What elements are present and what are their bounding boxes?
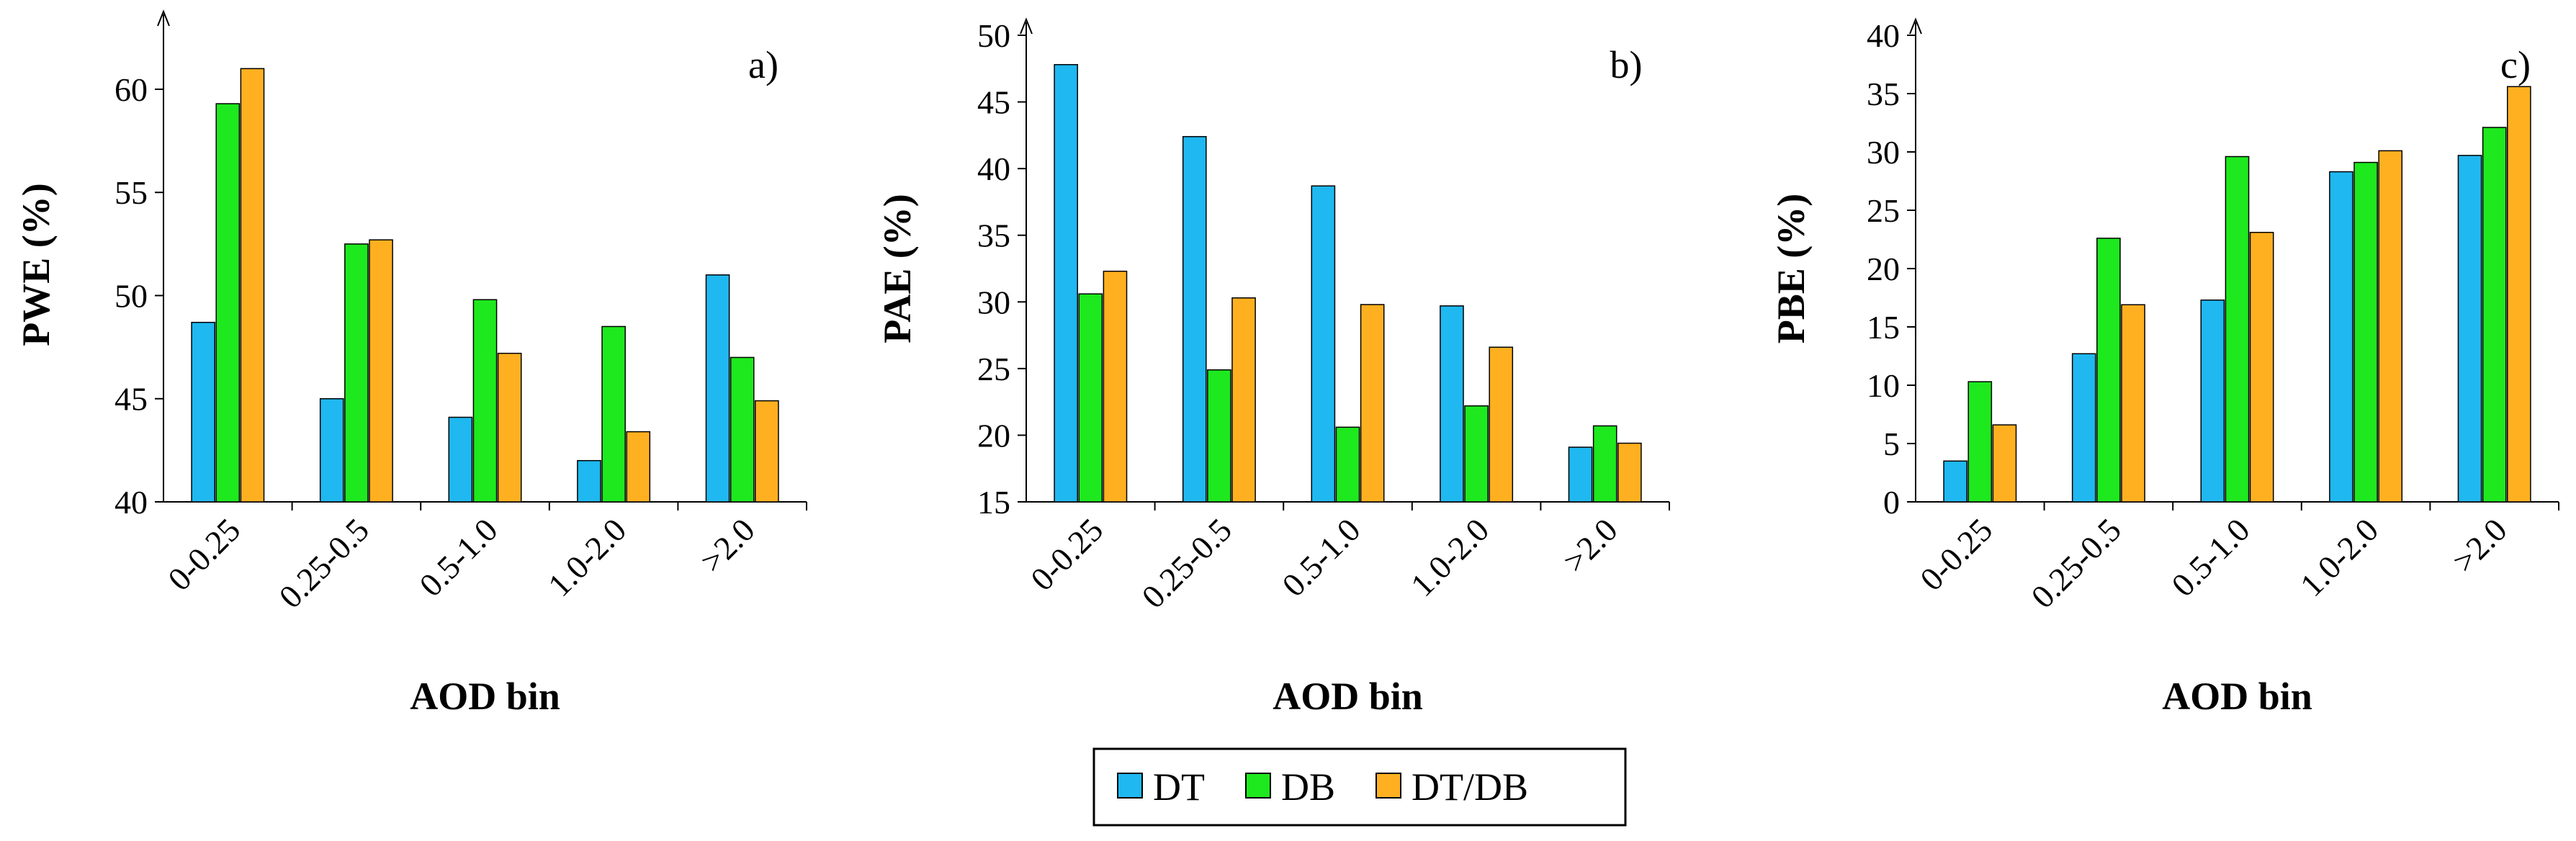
bar-b-DTDB-3 bbox=[1489, 346, 1514, 503]
bar-b-DB-4 bbox=[1592, 425, 1617, 503]
bar-b-DB-1 bbox=[1207, 369, 1231, 503]
bar-b-DB-3 bbox=[1464, 405, 1489, 503]
x-axis-label-c: AOD bin bbox=[2162, 675, 2312, 718]
y-axis-label-a: PWE (%) bbox=[14, 183, 58, 346]
y-tick-label-c: 15 bbox=[1867, 309, 1900, 346]
y-tick-label-b: 35 bbox=[977, 217, 1010, 254]
bar-b-DT-1 bbox=[1182, 135, 1207, 503]
bar-b-DTDB-4 bbox=[1617, 442, 1642, 503]
bar-b-DT-2 bbox=[1311, 185, 1336, 503]
y-tick-label-a: 60 bbox=[115, 71, 148, 108]
bar-a-DTDB-1 bbox=[369, 239, 393, 503]
panel-label-c: c) bbox=[2500, 43, 2531, 86]
y-axis-label-b: PAE (%) bbox=[876, 194, 919, 343]
y-tick-label-c: 5 bbox=[1883, 426, 1900, 462]
bar-a-DT-0 bbox=[191, 321, 215, 503]
bar-a-DB-3 bbox=[601, 325, 626, 503]
y-tick-label-c: 10 bbox=[1867, 367, 1900, 404]
legend: DT DB DT/DB bbox=[1092, 747, 1627, 827]
y-tick-label-b: 15 bbox=[977, 484, 1010, 521]
legend-label-db: DB bbox=[1281, 765, 1335, 809]
y-tick-label-a: 50 bbox=[115, 277, 148, 314]
bar-a-DB-1 bbox=[344, 243, 369, 503]
bar-c-DTDB-4 bbox=[2507, 86, 2531, 503]
bar-c-DT-4 bbox=[2457, 155, 2482, 503]
y-tick-label-c: 30 bbox=[1867, 134, 1900, 171]
bar-a-DB-2 bbox=[472, 299, 498, 503]
bar-c-DB-0 bbox=[1967, 381, 1993, 503]
y-axis-arrow-b bbox=[1020, 17, 1033, 35]
y-tick-label-c: 40 bbox=[1867, 17, 1900, 54]
x-axis-label-b: AOD bin bbox=[1273, 675, 1423, 718]
bar-a-DTDB-2 bbox=[497, 352, 522, 503]
bar-a-DTDB-0 bbox=[240, 68, 265, 503]
bar-c-DT-3 bbox=[2329, 171, 2353, 503]
bar-c-DB-2 bbox=[2225, 156, 2250, 503]
bar-a-DTDB-4 bbox=[755, 400, 779, 503]
bar-c-DTDB-3 bbox=[2378, 150, 2403, 503]
bar-c-DT-0 bbox=[1943, 460, 1967, 503]
bar-c-DTDB-1 bbox=[2121, 304, 2145, 503]
y-tick-label-b: 50 bbox=[977, 17, 1010, 54]
bar-b-DTDB-2 bbox=[1360, 304, 1385, 503]
bar-a-DB-4 bbox=[730, 356, 755, 503]
bar-b-DT-3 bbox=[1440, 305, 1464, 503]
bar-c-DT-1 bbox=[2071, 353, 2096, 503]
y-tick-label-b: 45 bbox=[977, 84, 1010, 121]
legend-label-dtdb: DT/DB bbox=[1412, 765, 1528, 809]
bar-b-DB-0 bbox=[1078, 293, 1103, 503]
y-tick-label-b: 25 bbox=[977, 351, 1010, 387]
x-axis-label-a: AOD bin bbox=[410, 675, 560, 718]
y-tick-label-b: 20 bbox=[977, 417, 1010, 454]
bar-a-DT-2 bbox=[448, 416, 473, 503]
bar-b-DT-0 bbox=[1054, 63, 1078, 503]
y-tick-label-a: 45 bbox=[115, 381, 148, 418]
y-tick-label-c: 25 bbox=[1867, 192, 1900, 229]
bar-a-DT-1 bbox=[319, 397, 344, 503]
y-tick-label-c: 0 bbox=[1883, 484, 1900, 521]
bar-c-DB-1 bbox=[2096, 238, 2121, 503]
y-tick-label-c: 35 bbox=[1867, 76, 1900, 112]
bar-b-DTDB-0 bbox=[1103, 270, 1128, 503]
bar-b-DTDB-1 bbox=[1231, 297, 1256, 503]
panel-label-b: b) bbox=[1610, 43, 1643, 86]
y-tick-label-c: 20 bbox=[1867, 251, 1900, 287]
legend-swatch-dt bbox=[1117, 773, 1143, 799]
bar-c-DTDB-0 bbox=[1992, 424, 2017, 503]
panel-label-a: a) bbox=[748, 43, 778, 86]
bar-b-DB-2 bbox=[1335, 426, 1360, 503]
bar-c-DB-4 bbox=[2482, 127, 2507, 503]
bar-b-DT-4 bbox=[1568, 446, 1593, 503]
bar-a-DT-3 bbox=[577, 459, 601, 503]
bar-c-DTDB-2 bbox=[2249, 232, 2274, 503]
y-axis-label-c: PBE (%) bbox=[1769, 194, 1813, 344]
bar-c-DT-2 bbox=[2200, 299, 2225, 503]
legend-label-dt: DT bbox=[1153, 765, 1205, 809]
y-tick-label-a: 40 bbox=[115, 484, 148, 521]
bar-a-DTDB-3 bbox=[626, 431, 651, 503]
bar-a-DB-0 bbox=[215, 103, 241, 503]
legend-box bbox=[1092, 747, 1627, 827]
legend-swatch-db bbox=[1245, 773, 1271, 799]
y-tick-label-b: 30 bbox=[977, 284, 1010, 320]
bar-c-DB-3 bbox=[2353, 161, 2378, 503]
y-axis-arrow-c bbox=[1909, 17, 1922, 35]
legend-swatch-dtdb bbox=[1375, 773, 1401, 799]
y-axis-arrow-a bbox=[157, 9, 170, 27]
y-tick-label-a: 55 bbox=[115, 174, 148, 211]
y-tick-label-b: 40 bbox=[977, 150, 1010, 187]
bar-a-DT-4 bbox=[705, 274, 730, 503]
